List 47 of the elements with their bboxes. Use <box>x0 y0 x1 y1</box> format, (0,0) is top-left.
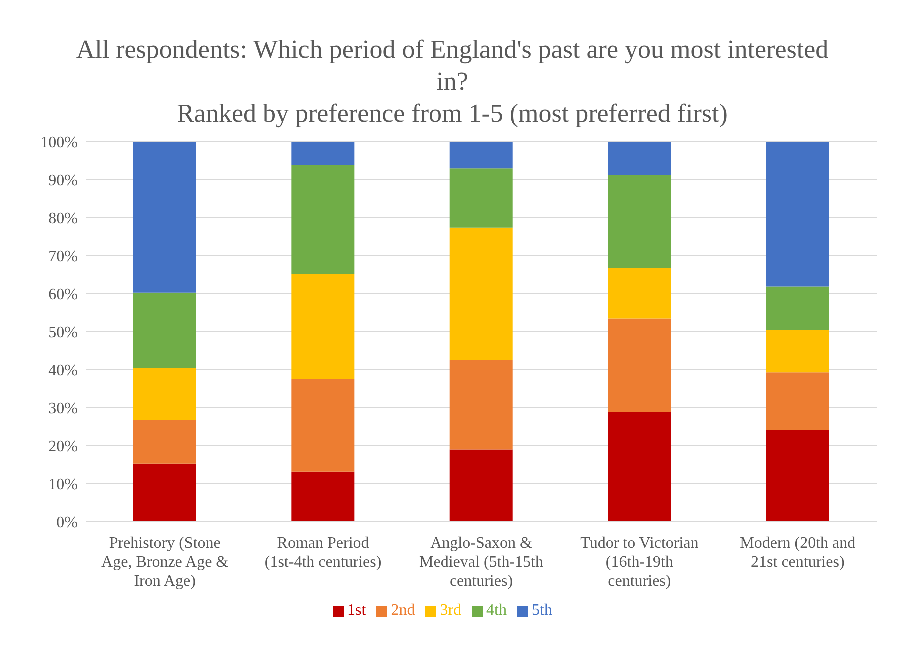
legend-label: 2nd <box>391 602 416 619</box>
bar <box>450 360 513 450</box>
bar <box>766 372 830 430</box>
y-tick-label: 30% <box>48 400 78 418</box>
y-tick-label: 80% <box>48 210 78 228</box>
bar <box>292 166 355 274</box>
bar <box>608 268 672 319</box>
bar <box>133 420 196 464</box>
legend-label: 4th <box>486 602 507 619</box>
x-tick-label: Modern (20th and 21st centuries) <box>740 535 856 571</box>
bar <box>133 368 196 421</box>
bar <box>133 292 196 368</box>
y-tick-label: 50% <box>48 324 78 342</box>
bar <box>608 142 672 176</box>
x-tick-label: Tudor to Victorian (16th-19th centuries) <box>580 535 699 590</box>
bar <box>450 228 513 360</box>
bar <box>133 464 196 522</box>
y-tick-label: 40% <box>48 362 78 380</box>
bar <box>766 330 830 373</box>
bar <box>608 412 672 522</box>
bar <box>292 472 355 522</box>
y-tick-label: 0% <box>56 514 78 532</box>
y-tick-label: 60% <box>48 286 78 304</box>
y-tick-label: 90% <box>48 172 78 190</box>
y-tick-label: 70% <box>48 248 78 266</box>
bar <box>766 430 830 522</box>
bar <box>292 274 355 380</box>
y-tick-label: 20% <box>48 438 78 456</box>
y-tick-label: 10% <box>48 476 78 494</box>
x-tick-label: Anglo-Saxon & Medieval (5th-15th centuries) <box>420 535 544 590</box>
x-tick-label: Roman Period (1st-4th centuries) <box>264 535 382 571</box>
bar <box>450 142 513 169</box>
bar <box>450 168 513 228</box>
bar <box>133 142 196 293</box>
chart-title: All respondents: Which period of England's past are you most interested in? Ranked by preference from 1-5 (most preferred first) <box>75 34 830 130</box>
bar <box>608 318 672 412</box>
bar <box>292 379 355 472</box>
y-tick-label: 100% <box>40 134 78 152</box>
bar <box>608 175 672 268</box>
bar <box>766 286 830 330</box>
bar <box>766 142 830 287</box>
x-tick-label: Prehistory (Stone Age, Bronze Age & Iron Age) <box>102 535 230 590</box>
bar <box>450 450 513 522</box>
legend-label: 3rd <box>440 602 462 619</box>
bar <box>292 142 355 166</box>
legend-label: 5th <box>532 602 552 619</box>
legend-label: 1st <box>348 602 366 619</box>
